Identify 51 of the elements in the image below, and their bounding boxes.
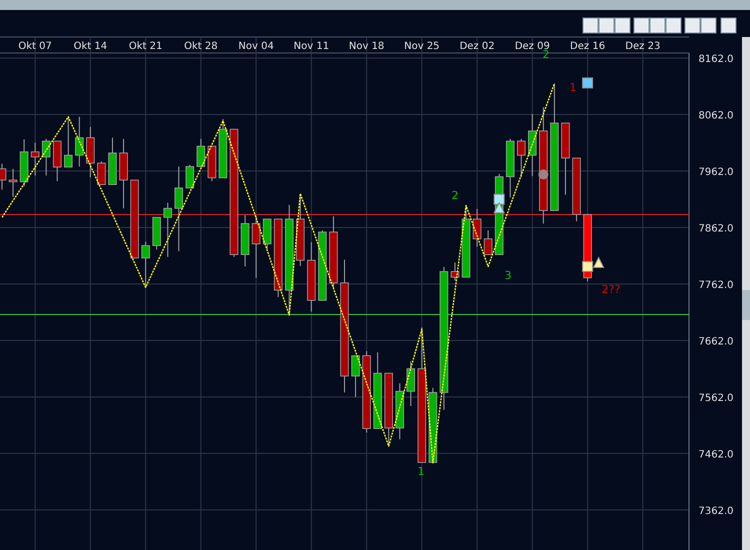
point	[582, 260, 594, 272]
candlestick	[163, 202, 172, 258]
y-tick-label: 7362.0	[698, 506, 734, 517]
candlestick	[75, 116, 84, 168]
y-tick-label: 7962.0	[698, 167, 734, 178]
annotation: 1	[418, 465, 424, 478]
candlestick	[141, 241, 150, 288]
candlestick	[42, 138, 50, 176]
x-tick-label: Nov 18	[348, 41, 384, 52]
point	[494, 194, 505, 205]
point	[593, 257, 604, 268]
point	[494, 202, 505, 214]
candlestick	[406, 360, 416, 406]
y-tick-label: 8062.0	[698, 110, 734, 122]
y-tick-label: 7762.0	[698, 280, 734, 291]
candlestick	[351, 355, 360, 398]
candlestick	[64, 116, 73, 168]
annotation: 2	[542, 48, 550, 61]
candlestick	[174, 166, 184, 252]
x-tick-label: Okt 14	[74, 41, 108, 52]
candlestick	[472, 208, 482, 248]
annotation: 1	[570, 81, 576, 94]
line-series	[1, 82, 556, 464]
point	[582, 77, 594, 88]
y-tick-label: 7662.0	[698, 336, 734, 348]
x-tick-label: Dez 16	[570, 41, 606, 52]
x-tick-label: Dez 02	[460, 41, 495, 52]
y-tick-label: 7462.0	[698, 449, 734, 460]
candlestick	[196, 138, 206, 168]
candlestick	[97, 160, 106, 186]
candlestick	[450, 262, 460, 282]
candlestick	[517, 138, 526, 178]
x-tick-label: Okt 21	[128, 41, 162, 52]
y-tick-label: 7562.0	[698, 392, 734, 404]
candlestick	[30, 142, 40, 176]
x-tick-label: Okt 07	[18, 41, 52, 52]
candlestick	[252, 215, 260, 278]
x-tick-label: Dez 23	[625, 41, 660, 52]
x-tick-label: Okt 28	[184, 41, 218, 52]
candlestick	[186, 164, 194, 188]
candlestick	[8, 168, 18, 198]
annotation: 2	[452, 189, 458, 202]
x-tick-label: Nov 04	[238, 41, 274, 52]
candlestick	[484, 230, 492, 256]
y-tick-label: 7862.0	[698, 224, 734, 235]
x-tick-label: Nov 11	[294, 41, 330, 52]
annotation: 3	[504, 269, 512, 282]
x-tick-label: Nov 25	[404, 41, 440, 52]
y-tick-label: 8162.0	[698, 54, 734, 66]
annotation: 2??	[602, 283, 620, 296]
point	[538, 169, 548, 180]
